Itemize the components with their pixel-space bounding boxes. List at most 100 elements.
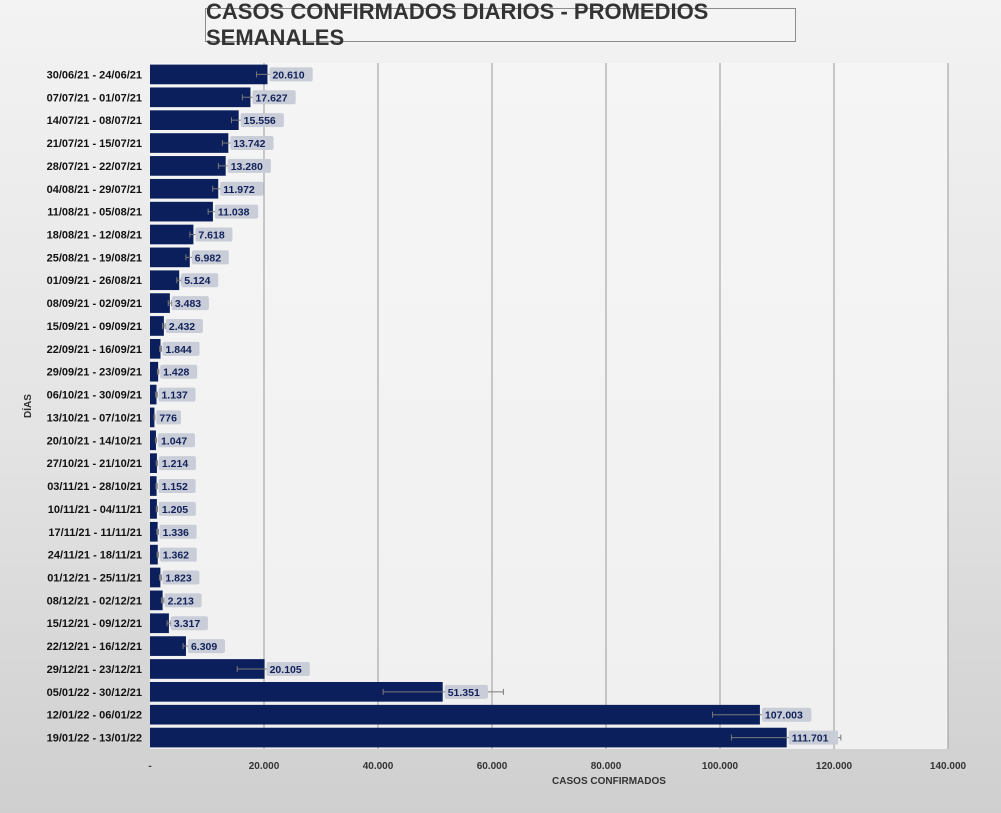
bar [150,727,787,748]
data-label: 1.336 [163,527,189,539]
data-label: 1.362 [163,550,189,562]
data-label-box [187,639,225,654]
category-label: 25/08/21 - 19/08/21 [47,252,142,264]
bar [150,64,268,85]
bar [150,110,239,130]
data-label: 1.137 [161,390,187,402]
x-tick-label: 140.000 [930,761,967,772]
data-label: 17.627 [255,92,287,104]
category-label: 08/12/21 - 02/12/21 [47,595,142,607]
bar [150,293,170,313]
data-label-box [227,158,271,173]
category-label: 13/10/21 - 07/10/21 [47,412,142,424]
data-label: 1.428 [163,367,189,379]
data-label: 2.432 [169,321,195,333]
category-label: 29/09/21 - 23/09/21 [47,367,142,379]
data-label-box [158,479,196,494]
data-label: 11.038 [218,207,250,219]
bar [150,521,158,542]
data-label-box [181,273,219,288]
bar [150,613,169,634]
category-label: 01/09/21 - 26/08/21 [47,275,142,287]
bar [150,133,229,153]
bar [150,682,443,702]
data-label: 6.309 [191,641,217,653]
data-label: 20.105 [270,664,302,676]
category-label: 17/11/21 - 11/11/21 [48,527,142,539]
category-label: 08/09/21 - 02/09/21 [47,298,142,310]
data-label: 111.701 [792,733,829,745]
data-label-box [164,593,202,608]
bar [150,544,158,565]
data-label: 1.152 [162,481,188,493]
category-label: 14/07/21 - 08/07/21 [47,115,142,127]
data-label-box [158,501,196,516]
bar [150,316,164,336]
x-tick-label: - [148,761,151,772]
category-label: 10/11/21 - 04/11/21 [48,504,142,516]
bars [150,64,787,748]
data-labels: 20.610 17.627 15.556 13.742 13.280 11.972 11.0… [156,67,839,745]
data-label-box [165,318,203,333]
bar [150,704,760,725]
data-label: 6.982 [195,252,221,264]
data-label: 15.556 [244,115,276,127]
data-label-box [220,181,264,196]
data-label-box [170,616,208,631]
data-label: 1.823 [165,573,191,585]
category-label: 11/08/21 - 05/08/21 [47,207,142,219]
data-label-box [159,547,197,562]
data-label-box [214,204,259,219]
data-label: 13.742 [233,138,265,150]
data-label: 1.844 [166,344,192,356]
plot-area [150,63,948,749]
category-label: 24/11/21 - 18/11/21 [48,550,142,562]
bar [150,590,163,611]
category-label: 27/10/21 - 21/10/21 [47,458,142,470]
category-label: 04/08/21 - 29/07/21 [47,184,142,196]
category-label: 01/12/21 - 25/11/21 [47,573,142,585]
x-tick-label: 80.000 [591,761,622,772]
y-axis-title: DÍAS [21,394,34,418]
data-label: 20.610 [272,69,304,81]
data-label: 2.213 [168,595,194,607]
bar [150,87,251,108]
bar [150,430,156,451]
category-label: 03/11/21 - 28/10/21 [47,481,142,493]
category-label: 22/09/21 - 16/09/21 [47,344,142,356]
data-label: 107.003 [765,710,803,722]
data-label-box [162,570,200,585]
bar [150,636,186,656]
category-label: 06/10/21 - 30/09/21 [47,390,142,402]
data-label-box [162,341,200,356]
category-label: 07/07/21 - 01/07/21 [47,92,142,104]
category-label: 19/01/22 - 13/01/22 [47,733,142,745]
bar [150,361,159,382]
category-label: 30/06/21 - 24/06/21 [47,69,142,81]
bar [150,453,157,473]
bar [150,659,265,679]
bar [150,384,157,405]
bar [150,270,180,291]
data-label: 1.047 [161,435,187,447]
data-label-box [160,364,198,379]
bar [150,567,161,588]
data-label-box [761,707,812,722]
data-label: 1.214 [162,458,188,470]
gridlines [263,63,949,749]
category-label: 12/01/22 - 06/01/22 [47,710,142,722]
data-label-box [195,227,233,242]
data-label-box [156,410,182,425]
data-label-box [191,250,229,265]
data-label-box [266,661,310,676]
category-labels: 30/06/21 - 24/06/21 07/07/21 - 01/07/21 14… [47,69,142,744]
category-label: 05/01/22 - 30/12/21 [47,687,142,699]
bar [150,156,226,176]
category-label: 22/12/21 - 16/12/21 [47,641,142,653]
data-label: 3.317 [174,618,200,630]
bar [150,339,161,359]
data-label-box [788,730,839,745]
data-label: 776 [159,412,177,424]
bar [150,499,157,519]
